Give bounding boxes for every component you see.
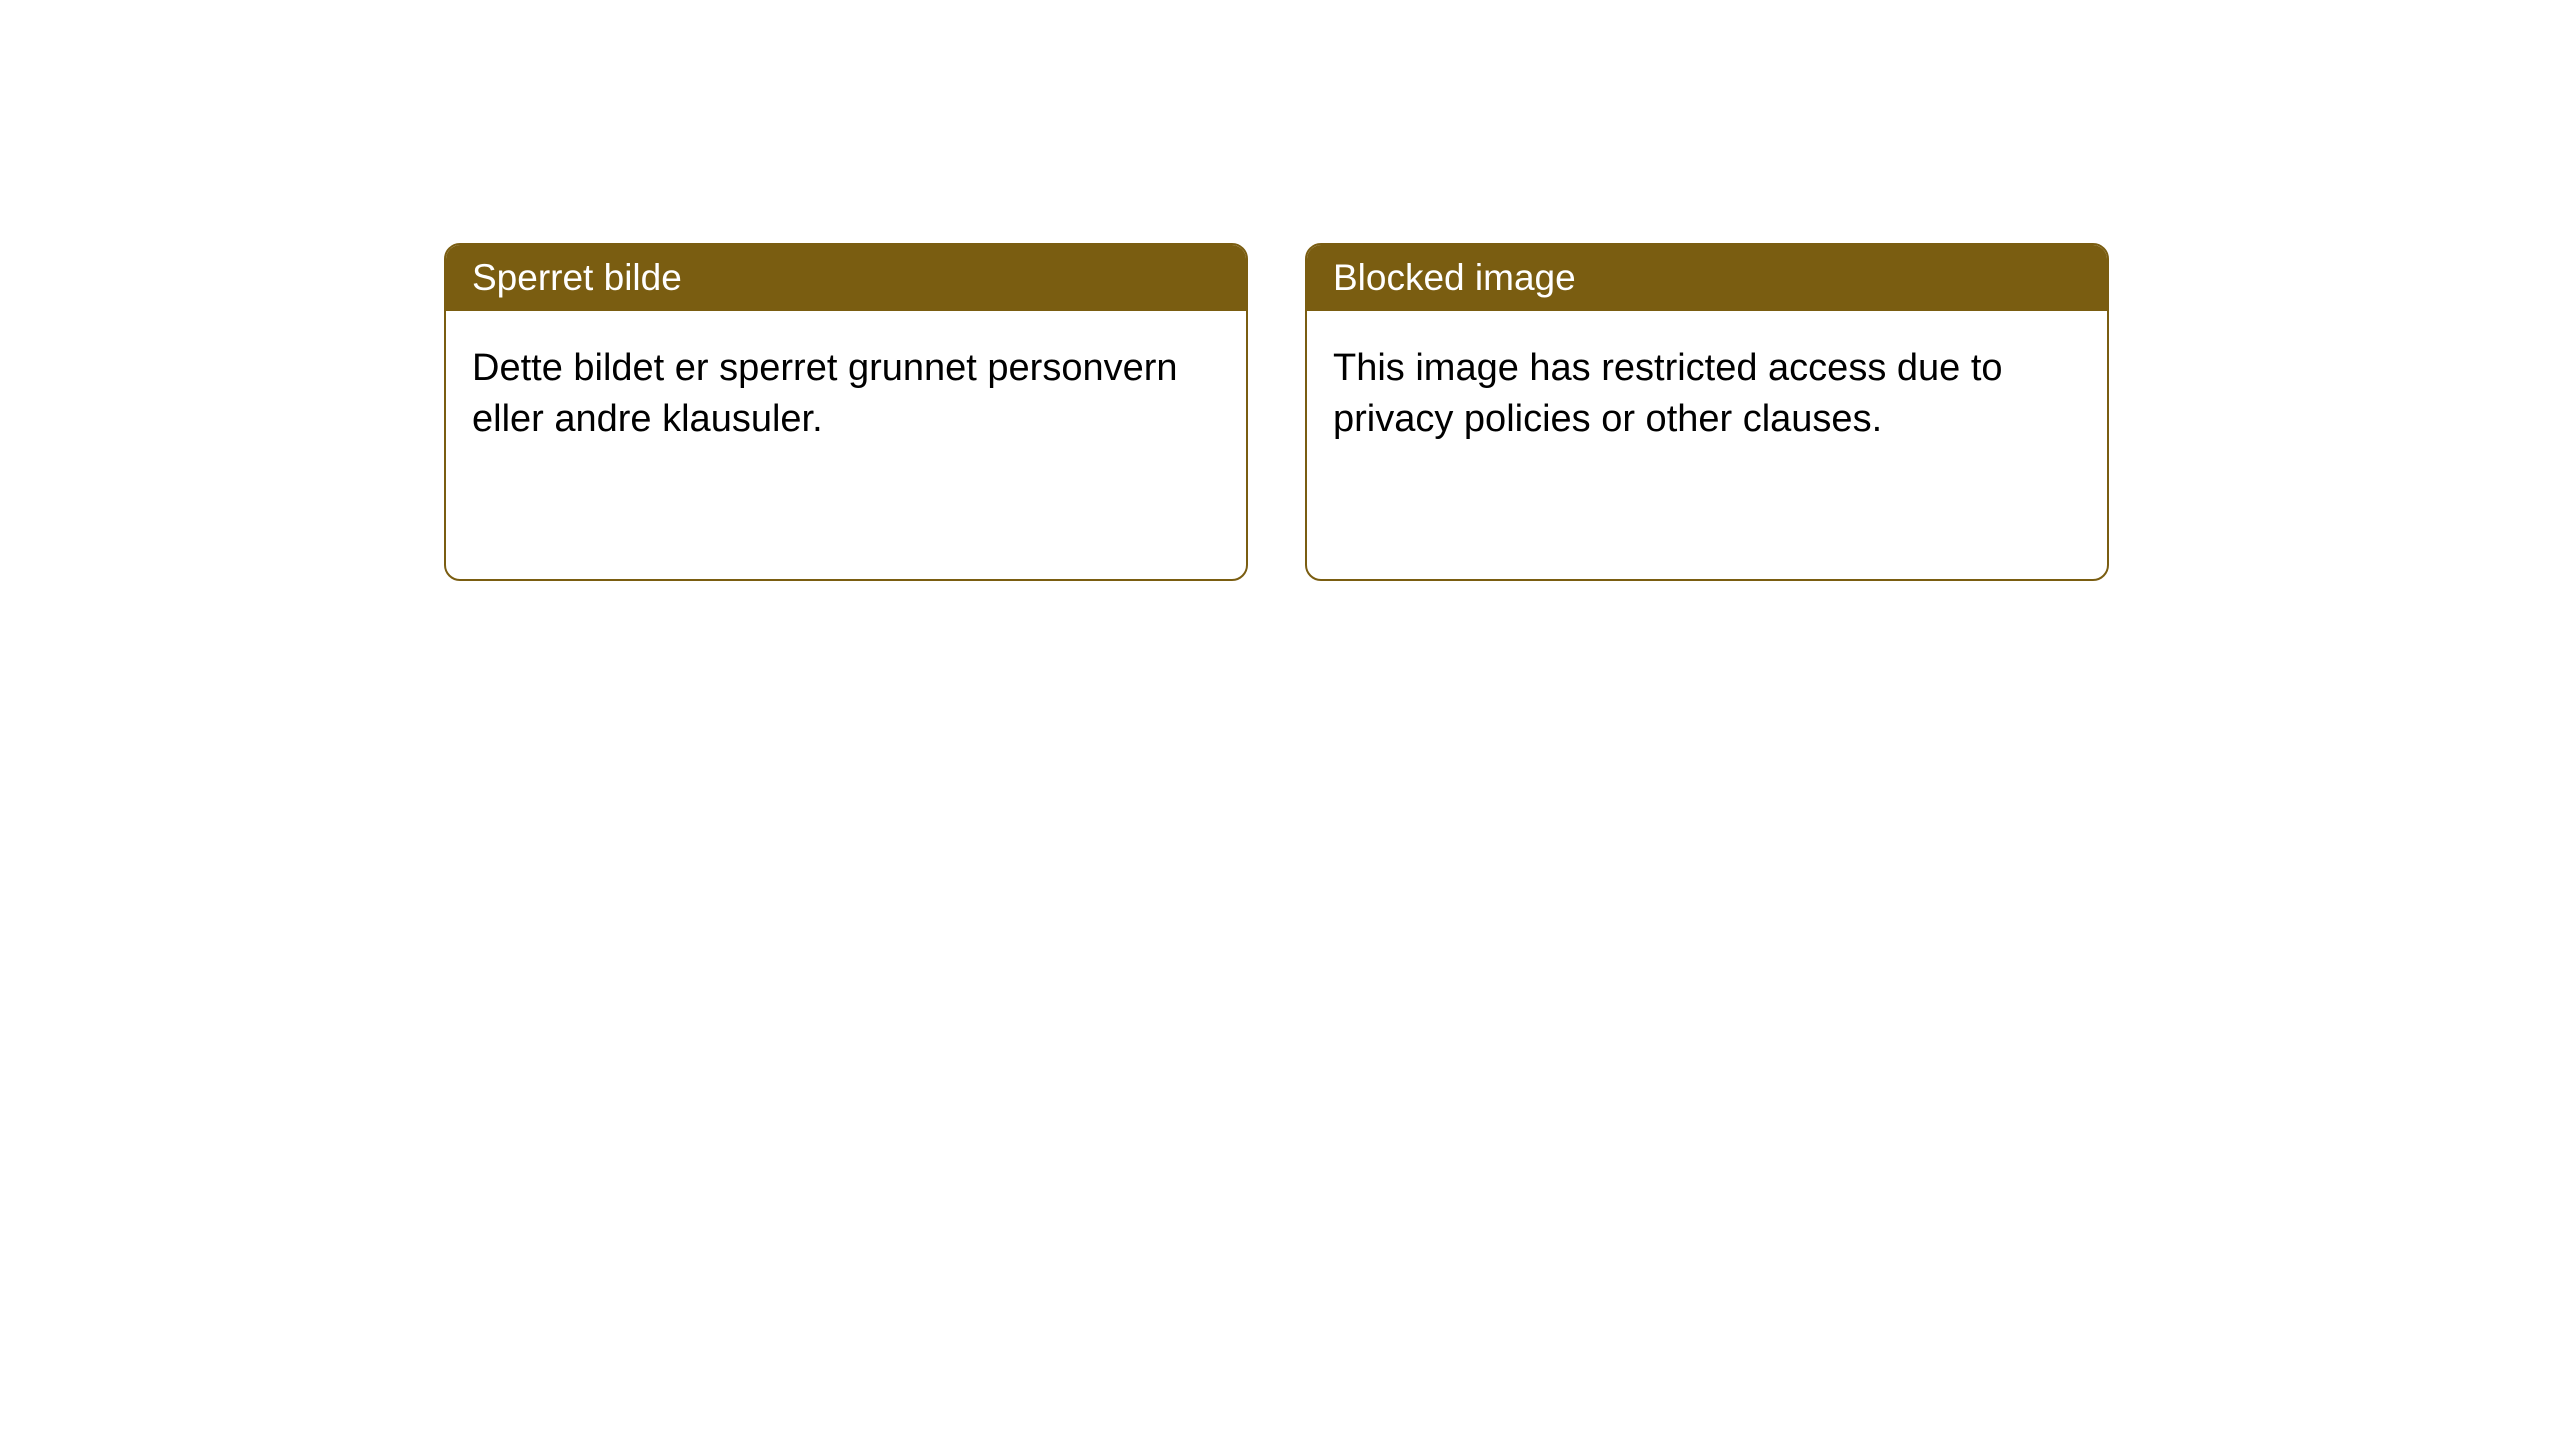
card-header: Blocked image: [1307, 245, 2107, 311]
blocked-image-card-en: Blocked image This image has restricted …: [1305, 243, 2109, 581]
card-body: This image has restricted access due to …: [1307, 311, 2107, 478]
card-title: Sperret bilde: [472, 257, 682, 298]
cards-container: Sperret bilde Dette bildet er sperret gr…: [0, 0, 2560, 581]
card-body: Dette bildet er sperret grunnet personve…: [446, 311, 1246, 478]
card-body-text: This image has restricted access due to …: [1333, 347, 2003, 440]
blocked-image-card-no: Sperret bilde Dette bildet er sperret gr…: [444, 243, 1248, 581]
card-body-text: Dette bildet er sperret grunnet personve…: [472, 347, 1178, 440]
card-header: Sperret bilde: [446, 245, 1246, 311]
card-title: Blocked image: [1333, 257, 1576, 298]
